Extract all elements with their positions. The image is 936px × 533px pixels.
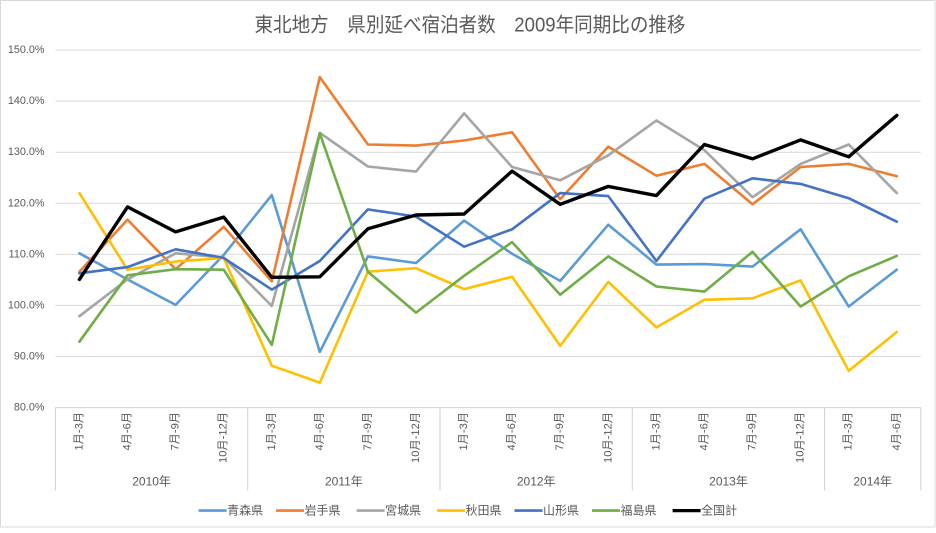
svg-text:2014年: 2014年 (853, 475, 892, 489)
svg-text:10月-12月: 10月-12月 (795, 412, 807, 463)
svg-text:10月-12月: 10月-12月 (410, 412, 422, 463)
svg-text:7月-9月: 7月-9月 (362, 412, 374, 451)
svg-text:青森県: 青森県 (227, 503, 263, 518)
svg-text:4月-6月: 4月-6月 (891, 412, 903, 451)
svg-text:7月-9月: 7月-9月 (554, 412, 566, 451)
svg-text:1月-3月: 1月-3月 (266, 412, 278, 451)
svg-text:2013年: 2013年 (709, 475, 748, 489)
svg-text:10月-12月: 10月-12月 (218, 412, 230, 463)
svg-text:福島県: 福島県 (621, 503, 657, 518)
svg-text:東北地方 県別延べ宿泊者数 2009年同期比の推移: 東北地方 県別延べ宿泊者数 2009年同期比の推移 (255, 13, 686, 36)
svg-text:80.0%: 80.0% (14, 402, 45, 414)
svg-text:2011年: 2011年 (325, 475, 363, 489)
svg-text:岩手県: 岩手県 (305, 503, 341, 518)
svg-text:4月-6月: 4月-6月 (506, 412, 518, 451)
svg-text:100.0%: 100.0% (8, 299, 45, 311)
svg-text:2010年: 2010年 (132, 475, 171, 489)
svg-text:4月-6月: 4月-6月 (698, 412, 710, 451)
svg-text:山形県: 山形県 (543, 504, 579, 518)
svg-text:1月-3月: 1月-3月 (73, 412, 85, 451)
svg-text:7月-9月: 7月-9月 (747, 412, 759, 451)
svg-text:7月-9月: 7月-9月 (170, 412, 182, 451)
svg-text:130.0%: 130.0% (8, 146, 45, 158)
svg-text:1月-3月: 1月-3月 (650, 412, 662, 451)
svg-text:2012年: 2012年 (517, 475, 556, 489)
svg-text:140.0%: 140.0% (8, 95, 45, 107)
svg-text:90.0%: 90.0% (14, 351, 45, 363)
svg-text:120.0%: 120.0% (8, 197, 45, 209)
svg-text:全国計: 全国計 (701, 503, 737, 518)
svg-text:1月-3月: 1月-3月 (843, 412, 855, 451)
svg-text:10月-12月: 10月-12月 (602, 412, 614, 463)
svg-text:1月-3月: 1月-3月 (458, 412, 470, 451)
svg-text:秋田県: 秋田県 (466, 504, 502, 518)
svg-text:宮城県: 宮城県 (385, 503, 421, 518)
svg-text:150.0%: 150.0% (8, 44, 45, 56)
svg-text:4月-6月: 4月-6月 (122, 412, 134, 451)
svg-text:4月-6月: 4月-6月 (314, 412, 326, 451)
svg-text:110.0%: 110.0% (9, 248, 45, 260)
